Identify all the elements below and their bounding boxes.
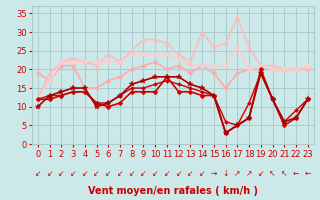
- Text: ↓: ↓: [222, 169, 229, 178]
- Text: ↗: ↗: [246, 169, 252, 178]
- Text: ↙: ↙: [199, 169, 205, 178]
- Text: ↖: ↖: [269, 169, 276, 178]
- Text: ↙: ↙: [175, 169, 182, 178]
- Text: ↗: ↗: [234, 169, 241, 178]
- Text: ↙: ↙: [187, 169, 194, 178]
- Text: ↙: ↙: [58, 169, 65, 178]
- Text: ↙: ↙: [105, 169, 111, 178]
- Text: →: →: [211, 169, 217, 178]
- Text: ↙: ↙: [117, 169, 123, 178]
- Text: ↙: ↙: [82, 169, 88, 178]
- Text: ↙: ↙: [46, 169, 53, 178]
- Text: ↙: ↙: [140, 169, 147, 178]
- Text: ←: ←: [293, 169, 299, 178]
- Text: ↙: ↙: [152, 169, 158, 178]
- Text: ↙: ↙: [129, 169, 135, 178]
- Text: ↙: ↙: [70, 169, 76, 178]
- Text: ←: ←: [305, 169, 311, 178]
- Text: ↙: ↙: [258, 169, 264, 178]
- Text: ↙: ↙: [35, 169, 41, 178]
- X-axis label: Vent moyen/en rafales ( km/h ): Vent moyen/en rafales ( km/h ): [88, 186, 258, 196]
- Text: ↙: ↙: [164, 169, 170, 178]
- Text: ↙: ↙: [93, 169, 100, 178]
- Text: ↖: ↖: [281, 169, 287, 178]
